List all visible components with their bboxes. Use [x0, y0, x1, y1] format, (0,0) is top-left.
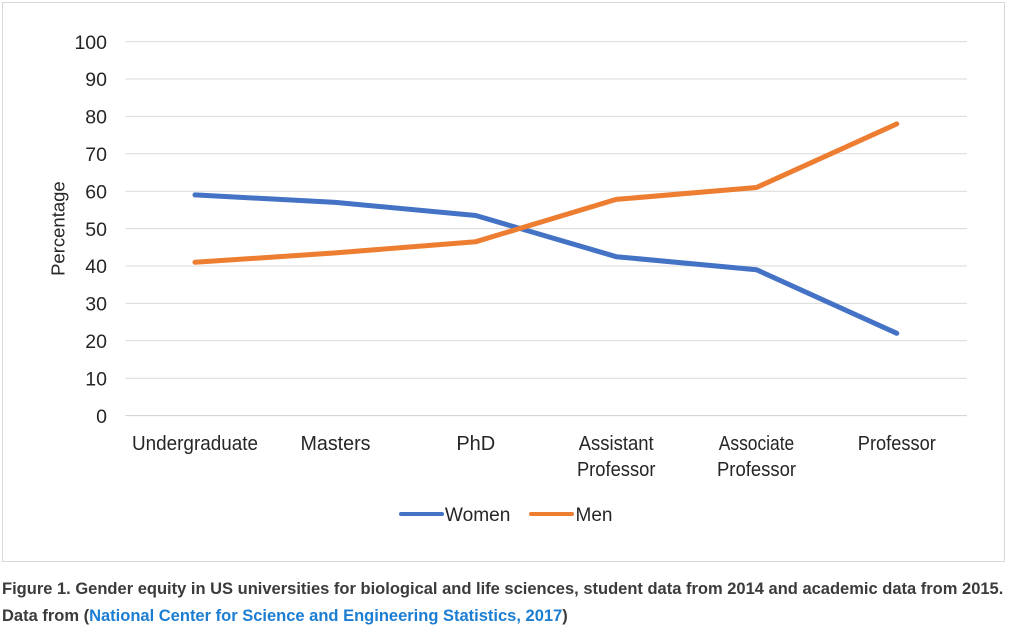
svg-text:Associate: Associate	[719, 433, 795, 455]
svg-text:PhD: PhD	[456, 433, 495, 455]
svg-text:90: 90	[85, 69, 107, 91]
svg-text:20: 20	[85, 331, 107, 353]
svg-text:Percentage: Percentage	[48, 181, 69, 276]
svg-text:40: 40	[85, 256, 107, 278]
svg-text:Professor: Professor	[858, 433, 936, 455]
svg-text:0: 0	[96, 406, 107, 428]
svg-text:80: 80	[85, 107, 107, 129]
svg-text:Masters: Masters	[301, 433, 371, 455]
svg-text:Women: Women	[445, 505, 511, 526]
svg-text:Undergraduate: Undergraduate	[132, 433, 258, 455]
svg-text:50: 50	[85, 219, 107, 241]
svg-text:30: 30	[85, 294, 107, 316]
svg-text:60: 60	[85, 181, 107, 203]
svg-text:10: 10	[85, 368, 107, 390]
svg-text:Professor: Professor	[577, 459, 656, 481]
svg-text:70: 70	[85, 144, 107, 166]
svg-text:Men: Men	[576, 505, 613, 526]
svg-text:Assistant: Assistant	[579, 433, 654, 455]
svg-text:Professor: Professor	[717, 459, 796, 481]
svg-text:100: 100	[74, 32, 107, 54]
